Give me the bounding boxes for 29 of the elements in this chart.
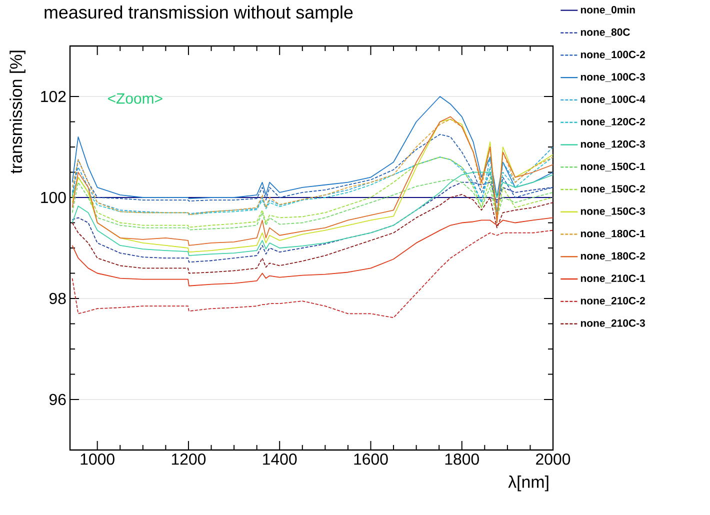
legend-label: none_150C-1	[580, 162, 646, 172]
legend-label: none_210C-2	[580, 297, 645, 306]
chart-title: measured transmission without sample	[44, 6, 353, 22]
x-tick-label: 1800	[445, 454, 479, 465]
x-tick-label: 1200	[172, 454, 206, 465]
legend-label: none_120C-2	[580, 118, 645, 127]
x-tick-label: 1600	[354, 454, 388, 465]
x-tick-label: 1400	[263, 454, 297, 465]
legend-label: none_0min	[580, 6, 635, 15]
legend-label: none_150C-2	[580, 185, 645, 194]
x-tick-label: 2000	[536, 454, 570, 465]
legend-label: none_210C-1	[580, 274, 646, 284]
legend-label: none_180C-2	[580, 252, 645, 261]
annotation: <Zoom>	[108, 93, 162, 104]
legend-label: none_210C-3	[580, 319, 645, 328]
y-tick-label: 102	[41, 90, 66, 102]
legend-label: none_180C-1	[580, 230, 646, 238]
y-tick-label: 98	[50, 292, 66, 304]
y-tick-label: 100	[41, 192, 66, 204]
legend-label: none_100C-3	[580, 73, 645, 82]
legend-label: none_100C-4	[580, 96, 646, 104]
legend-label: none_150C-3	[580, 207, 645, 216]
x-axis-title: λ[nm]	[508, 476, 548, 492]
y-axis-title: transmission [%]	[10, 50, 26, 174]
legend-label: none_100C-2	[580, 50, 645, 60]
x-tick-label: 1000	[80, 454, 114, 465]
y-tick-label: 96	[50, 394, 66, 406]
legend-label: none_80C	[580, 28, 630, 37]
legend-label: none_120C-3	[580, 140, 645, 149]
